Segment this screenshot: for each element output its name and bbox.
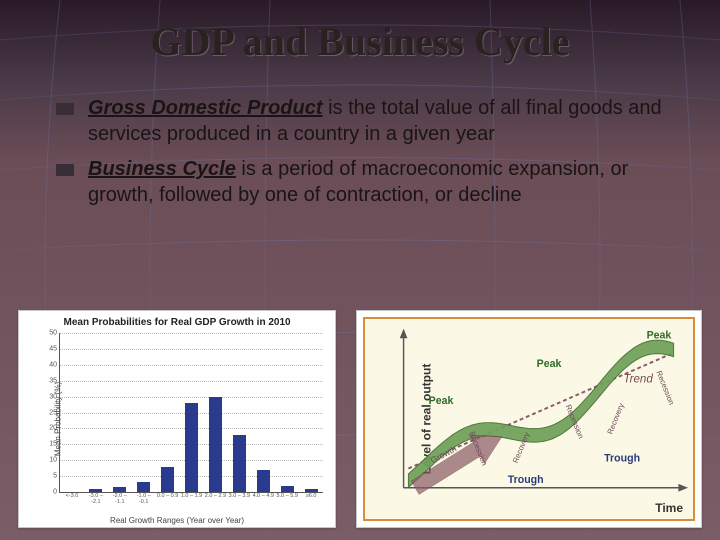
cycle-svg: PeakPeakPeakTroughTroughGrowthRecessionR… xyxy=(365,319,693,512)
histogram-xtick: <-3.0 xyxy=(60,492,84,500)
histogram-bar xyxy=(137,482,150,492)
histogram-plot-area: 05101520253035404550<-3.0-3.0 – -2.1-2.0… xyxy=(59,333,323,493)
cycle-label-recovery: Recovery xyxy=(605,402,626,436)
histogram-xtick: 1.0 – 1.9 xyxy=(180,492,204,500)
cycle-label-trough: Trough xyxy=(604,453,640,465)
histogram-bar xyxy=(209,397,222,492)
histogram-bar xyxy=(185,403,198,492)
slide: GDP and Business Cycle Gross Domestic Pr… xyxy=(0,0,720,540)
cycle-label-peak: Peak xyxy=(647,329,672,341)
histogram-xtick: ≥6.0 xyxy=(299,492,323,500)
histogram-ytick: 40 xyxy=(49,361,60,368)
business-cycle-diagram: Level of real output Time PeakPeakPeakTr… xyxy=(356,310,702,528)
histogram-ytick: 35 xyxy=(49,377,60,384)
histogram-ytick: 5 xyxy=(53,473,60,480)
histogram-ytick: 0 xyxy=(53,489,60,496)
histogram-xlabel: Real Growth Ranges (Year over Year) xyxy=(19,516,335,525)
cycle-label-trough: Trough xyxy=(508,474,544,486)
histogram-xtick: -1.0 – -0.1 xyxy=(132,492,156,506)
bullet-marker-icon xyxy=(56,164,74,176)
histogram-xtick: -2.0 – -1.1 xyxy=(108,492,132,506)
bullet-list: Gross Domestic Product is the total valu… xyxy=(56,96,680,218)
slide-title: GDP and Business Cycle xyxy=(0,18,720,65)
histogram-ytick: 25 xyxy=(49,409,60,416)
histogram-bar xyxy=(161,467,174,492)
cycle-trend-label: Trend xyxy=(624,374,654,386)
histogram-ytick: 45 xyxy=(49,345,60,352)
bullet-item: Gross Domestic Product is the total valu… xyxy=(56,96,680,147)
bullet-text: Business Cycle is a period of macroecono… xyxy=(88,157,680,208)
cycle-label-recession: Recession xyxy=(654,369,676,406)
histogram-ytick: 15 xyxy=(49,441,60,448)
histogram-xtick: 2.0 – 2.9 xyxy=(204,492,228,500)
histogram-xtick: 4.0 – 4.9 xyxy=(251,492,275,500)
histogram-xtick: 0.0 – 0.9 xyxy=(156,492,180,500)
histogram-bar xyxy=(233,435,246,492)
cycle-label-peak: Peak xyxy=(537,358,562,370)
histogram-xtick: -3.0 – -2.1 xyxy=(84,492,108,506)
histogram-title: Mean Probabilities for Real GDP Growth i… xyxy=(19,317,335,328)
cycle-label-peak: Peak xyxy=(429,395,454,407)
bullet-term: Gross Domestic Product xyxy=(88,97,323,119)
histogram-xtick: 3.0 – 3.9 xyxy=(227,492,251,500)
cycle-inner: Level of real output Time PeakPeakPeakTr… xyxy=(363,317,695,521)
bullet-marker-icon xyxy=(56,103,74,115)
charts-row: Mean Probabilities for Real GDP Growth i… xyxy=(18,310,702,528)
histogram-ytick: 50 xyxy=(49,330,60,337)
histogram-ytick: 30 xyxy=(49,393,60,400)
histogram-chart: Mean Probabilities for Real GDP Growth i… xyxy=(18,310,336,528)
histogram-ytick: 10 xyxy=(49,457,60,464)
histogram-ytick: 20 xyxy=(49,425,60,432)
histogram-xtick: 5.0 – 5.9 xyxy=(275,492,299,500)
bullet-text: Gross Domestic Product is the total valu… xyxy=(88,96,680,147)
histogram-bar xyxy=(257,470,270,492)
bullet-term: Business Cycle xyxy=(88,158,236,180)
bullet-item: Business Cycle is a period of macroecono… xyxy=(56,157,680,208)
